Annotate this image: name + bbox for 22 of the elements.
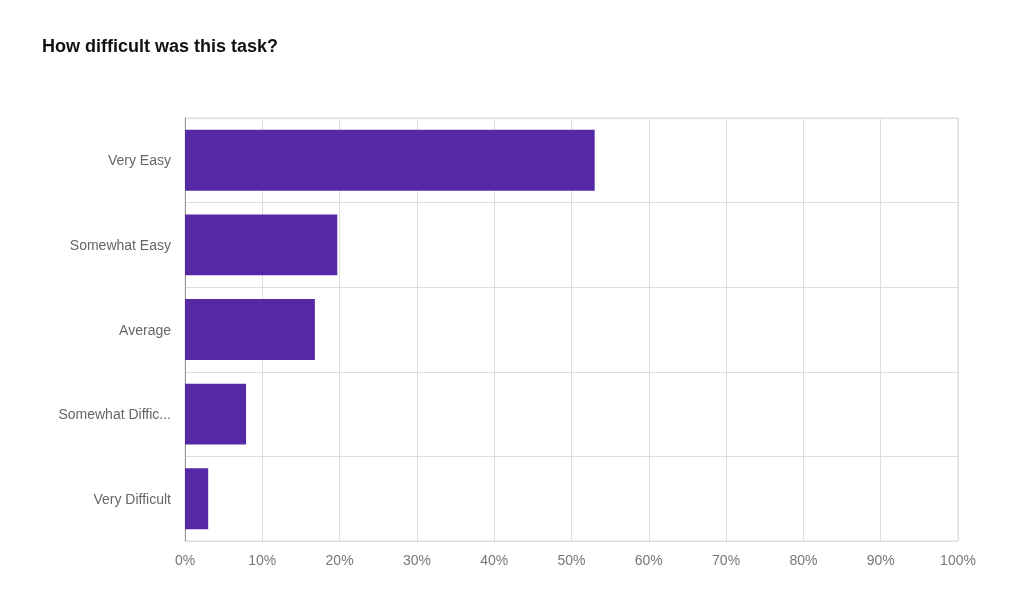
bar [185,383,247,445]
x-tick-label: 50% [557,552,586,568]
y-tick-label: Very Difficult [93,490,172,507]
bar [185,129,595,191]
x-tick-label: 40% [480,552,509,568]
x-tick-label: 90% [866,552,895,568]
bar [185,299,315,360]
bar [185,214,338,276]
x-tick-label: 60% [634,552,663,568]
x-tick-label: 70% [712,552,741,568]
x-tick-label: 30% [402,552,431,568]
x-tick-label: 100% [940,552,976,568]
x-tick-label: 10% [248,552,277,568]
bar [185,468,209,530]
y-tick-label: Average [119,321,172,338]
x-tick-label: 0% [174,552,196,568]
y-tick-label: Somewhat Diffic... [58,406,171,423]
x-tick-label: 20% [325,552,354,568]
y-tick-label: Very Easy [107,152,171,169]
x-tick-label: 80% [789,552,818,568]
y-tick-label: Somewhat Easy [69,236,171,253]
chart-title: How difficult was this task? [42,36,279,56]
